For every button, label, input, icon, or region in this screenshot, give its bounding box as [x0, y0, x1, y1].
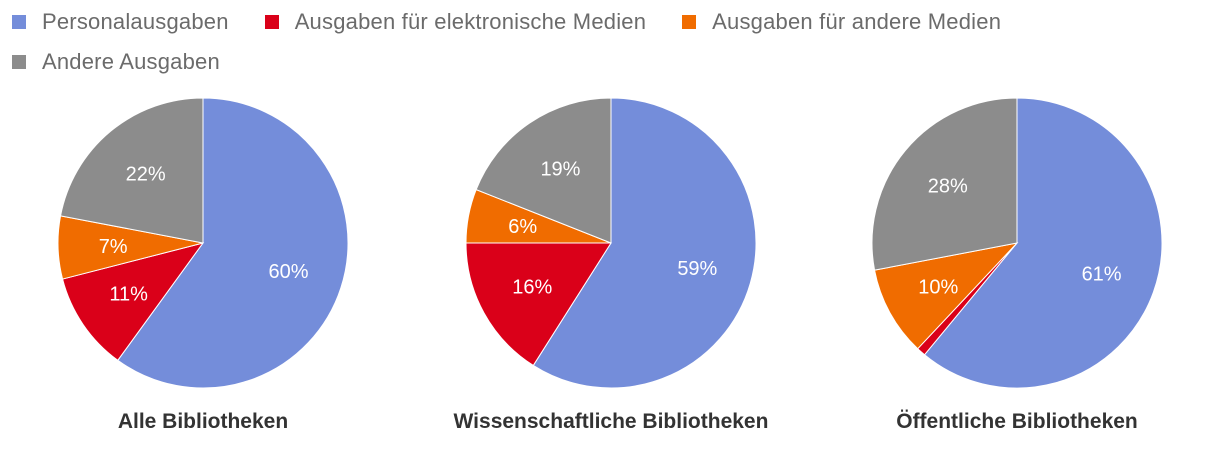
- legend-item-elektronische-medien: Ausgaben für elektronische Medien: [264, 8, 647, 36]
- slice-percent-label: 22%: [126, 164, 166, 186]
- slice-percent-label: 60%: [268, 261, 308, 283]
- slice-percent-label: 11%: [109, 284, 148, 306]
- legend-swatch: [12, 15, 26, 29]
- chart-title-oeffentliche-bibliotheken: Öffentliche Bibliotheken: [896, 410, 1138, 433]
- slice-percent-label: 19%: [540, 159, 580, 181]
- chart-title-alle-bibliotheken: Alle Bibliotheken: [118, 410, 288, 433]
- pie-slice-alle-bibliotheken-personalausgaben: [117, 97, 349, 389]
- slice-percent-label: 7%: [99, 236, 128, 258]
- pie-slice-alle-bibliotheken-andere-ausgaben: [59, 97, 204, 244]
- pie-slice-oeffentliche-bibliotheken-andere-ausgaben: [871, 97, 1018, 271]
- legend-item-andere-ausgaben: Andere Ausgaben: [12, 48, 220, 76]
- slice-percent-label: 28%: [928, 176, 968, 198]
- legend-label: Ausgaben für elektronische Medien: [294, 9, 647, 34]
- slice-percent-label: 10%: [918, 276, 958, 298]
- slice-percent-label: 6%: [508, 216, 537, 238]
- legend-swatch: [682, 15, 697, 29]
- chart-title-wissenschaftliche-bibliotheken: Wissenschaftliche Bibliotheken: [454, 410, 769, 433]
- legend-label: Ausgaben für andere Medien: [712, 9, 1002, 34]
- legend-label: Personalausgaben: [42, 9, 229, 34]
- pie-slice-alle-bibliotheken-ausgaben-fuer-elektronische-medien: [61, 242, 205, 362]
- slice-percent-label: 59%: [677, 258, 717, 280]
- pie-slice-wissenschaftliche-bibliotheken-ausgaben-fuer-elektronische-medien: [465, 242, 612, 367]
- legend-label: Andere Ausgaben: [42, 49, 220, 74]
- pie-slice-oeffentliche-bibliotheken-personalausgaben: [923, 97, 1163, 389]
- legend-swatch: [12, 55, 26, 69]
- slice-percent-label: 61%: [1082, 263, 1122, 285]
- legend-item-personalausgaben: Personalausgaben: [12, 8, 229, 36]
- pie-slice-wissenschaftliche-bibliotheken-personalausgaben: [532, 97, 757, 389]
- legend-swatch: [264, 15, 279, 29]
- legend-item-andere-medien: Ausgaben für andere Medien: [682, 8, 1001, 36]
- pie-slice-oeffentliche-bibliotheken-ausgaben-fuer-andere-medien: [873, 242, 1019, 350]
- pie-slice-wissenschaftliche-bibliotheken-andere-ausgaben: [475, 97, 612, 244]
- slice-percent-label: 16%: [512, 276, 552, 298]
- chart-legend: Personalausgaben Ausgaben für elektronis…: [12, 8, 1202, 76]
